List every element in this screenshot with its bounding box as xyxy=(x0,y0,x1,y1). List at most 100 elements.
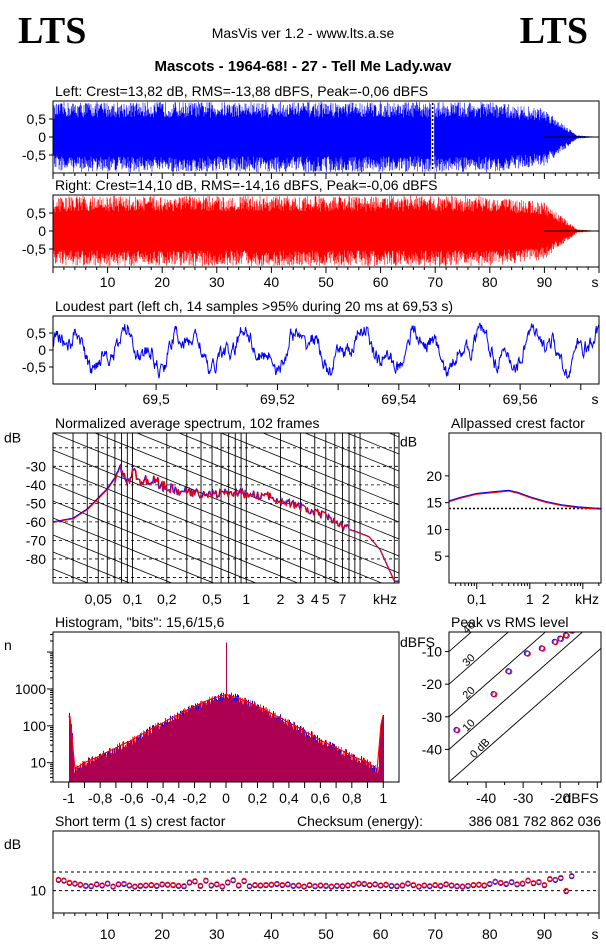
allpass-ylabel: dB xyxy=(400,433,417,449)
peakrms-unit: dBFS xyxy=(563,790,598,806)
crest-point-right xyxy=(552,876,559,883)
crest-point-right xyxy=(121,880,127,887)
checksum-label: Checksum (energy): xyxy=(297,813,423,829)
allpass-xtick-label: 2 xyxy=(542,591,550,607)
spectrum-title: Normalized average spectrum, 102 frames xyxy=(55,415,320,431)
peakrms-point-right xyxy=(581,621,586,626)
crest-point-right xyxy=(317,882,324,888)
loudest-xtick-label: 69,5 xyxy=(143,391,170,407)
peakrms-point-left xyxy=(576,623,581,628)
crest-title: Short term (1 s) crest factor xyxy=(55,813,226,829)
right-waveform-trace xyxy=(52,195,599,267)
crest-point-right xyxy=(470,881,477,888)
peakrms-point-left xyxy=(586,619,591,624)
crest-point-right xyxy=(301,883,307,889)
histogram-xtick-label: -0,2 xyxy=(182,790,206,806)
right-waveform-xtick-label: 90 xyxy=(537,274,553,290)
peakrms-point-right xyxy=(552,639,559,646)
crest-point-right xyxy=(77,881,84,887)
left-waveform-title: Left: Crest=13,82 dB, RMS=-13,88 dBFS, P… xyxy=(55,83,428,99)
crest-point-right xyxy=(312,883,318,889)
peakrms-ytick-label: -10 xyxy=(422,644,442,660)
crest-point-right xyxy=(170,881,176,888)
crest-point-right xyxy=(345,882,351,888)
right-waveform-title: Right: Crest=14,10 dB, RMS=-14,16 dBFS, … xyxy=(55,177,437,193)
histogram-ytick-label: 100 xyxy=(23,718,47,734)
allpass-ytick-label: 10 xyxy=(426,521,442,537)
spectrum-slope-line xyxy=(53,551,131,583)
crest-point-right xyxy=(437,882,444,889)
spectrum-xtick-label: 0,1 xyxy=(123,591,143,607)
crest-point-right xyxy=(192,878,198,884)
spectrum-xtick-label: 3 xyxy=(297,591,305,607)
crest-point-right xyxy=(432,881,438,888)
peakrms-point-right xyxy=(583,620,588,625)
peakrms-xtick-label: -40 xyxy=(476,790,496,806)
peakrms-diagonal-label: 30 xyxy=(461,652,478,669)
crest-point-right xyxy=(246,883,253,889)
crest-point-right xyxy=(225,879,231,885)
spectrum-ytick-label: -40 xyxy=(26,477,46,493)
crest-point-right xyxy=(514,881,520,887)
crest-point-right xyxy=(508,878,515,885)
crest-xtick-label: 10 xyxy=(100,926,116,942)
crest-point-right xyxy=(252,881,258,888)
crest-point-right xyxy=(443,881,449,887)
peakrms-point-right xyxy=(579,622,584,627)
crest-point-right xyxy=(219,883,225,889)
allpass-left-curve xyxy=(448,489,602,510)
crest-xtick-label: 20 xyxy=(154,926,170,942)
crest-point-right xyxy=(454,883,460,889)
right-waveform-xtick-label: 30 xyxy=(209,274,225,290)
peakrms-ytick-label: -30 xyxy=(422,709,442,725)
right-waveform-unit: s xyxy=(592,274,599,290)
crest-xtick-label: 60 xyxy=(373,926,389,942)
left-waveform-ytick-label: -0,5 xyxy=(22,147,46,163)
crest-point-right xyxy=(503,880,509,887)
crest-point-right xyxy=(208,882,215,888)
spectrum-left-curve xyxy=(53,463,399,582)
left-waveform-trace xyxy=(52,101,599,173)
peakrms-point-left xyxy=(584,618,589,623)
peakrms-point-left xyxy=(578,621,583,626)
allpass-right-curve xyxy=(448,490,602,510)
crest-point-right xyxy=(421,882,427,888)
crest-point-right xyxy=(323,882,329,889)
allpass-xtick-label: 0,1 xyxy=(467,591,487,607)
spectrum-xtick-label: 7 xyxy=(339,591,347,607)
spectrum-slope-line xyxy=(177,433,399,523)
peakrms-diagonal-label: 0 dB xyxy=(468,736,492,760)
loudest-unit: s xyxy=(592,391,599,407)
crest-point-right xyxy=(383,881,389,887)
spectrum-ytick-label: -70 xyxy=(26,532,46,548)
crest-point-right xyxy=(279,881,286,888)
crest-point-right xyxy=(175,882,182,889)
allpass-xtick-label: 1 xyxy=(526,591,534,607)
crest-point-right xyxy=(465,882,471,889)
histogram-xtick-label: -0,8 xyxy=(88,790,112,806)
peakrms-point-left xyxy=(581,620,586,625)
histogram-ytick-label: 10 xyxy=(30,755,46,771)
crest-point-right xyxy=(126,882,133,888)
crest-point-right xyxy=(72,880,78,886)
crest-point-right xyxy=(181,883,187,889)
peakrms-frame xyxy=(448,631,602,783)
loudest-xtick-label: 69,56 xyxy=(503,391,538,407)
crest-point-right xyxy=(388,882,395,889)
histogram-xtick-label: 0,4 xyxy=(279,790,299,806)
histogram-xtick-label: 0,6 xyxy=(311,790,331,806)
crest-point-right xyxy=(350,881,356,887)
crest-point-right xyxy=(115,881,122,887)
crest-point-right xyxy=(399,882,406,888)
peakrms-diagonals xyxy=(449,632,601,782)
right-waveform-xtick-label: 50 xyxy=(318,274,334,290)
crest-point-right xyxy=(290,882,296,889)
spectrum-slope-line xyxy=(53,483,299,583)
crest-point-right xyxy=(55,876,62,883)
crest-point-right xyxy=(197,882,204,889)
spectrum-right-curve xyxy=(53,464,400,583)
crest-point-right xyxy=(492,878,498,885)
histogram-xtick-label: 1 xyxy=(379,790,387,806)
peakrms-point-right xyxy=(582,620,587,625)
peakrms-xtick-label: -30 xyxy=(513,790,533,806)
